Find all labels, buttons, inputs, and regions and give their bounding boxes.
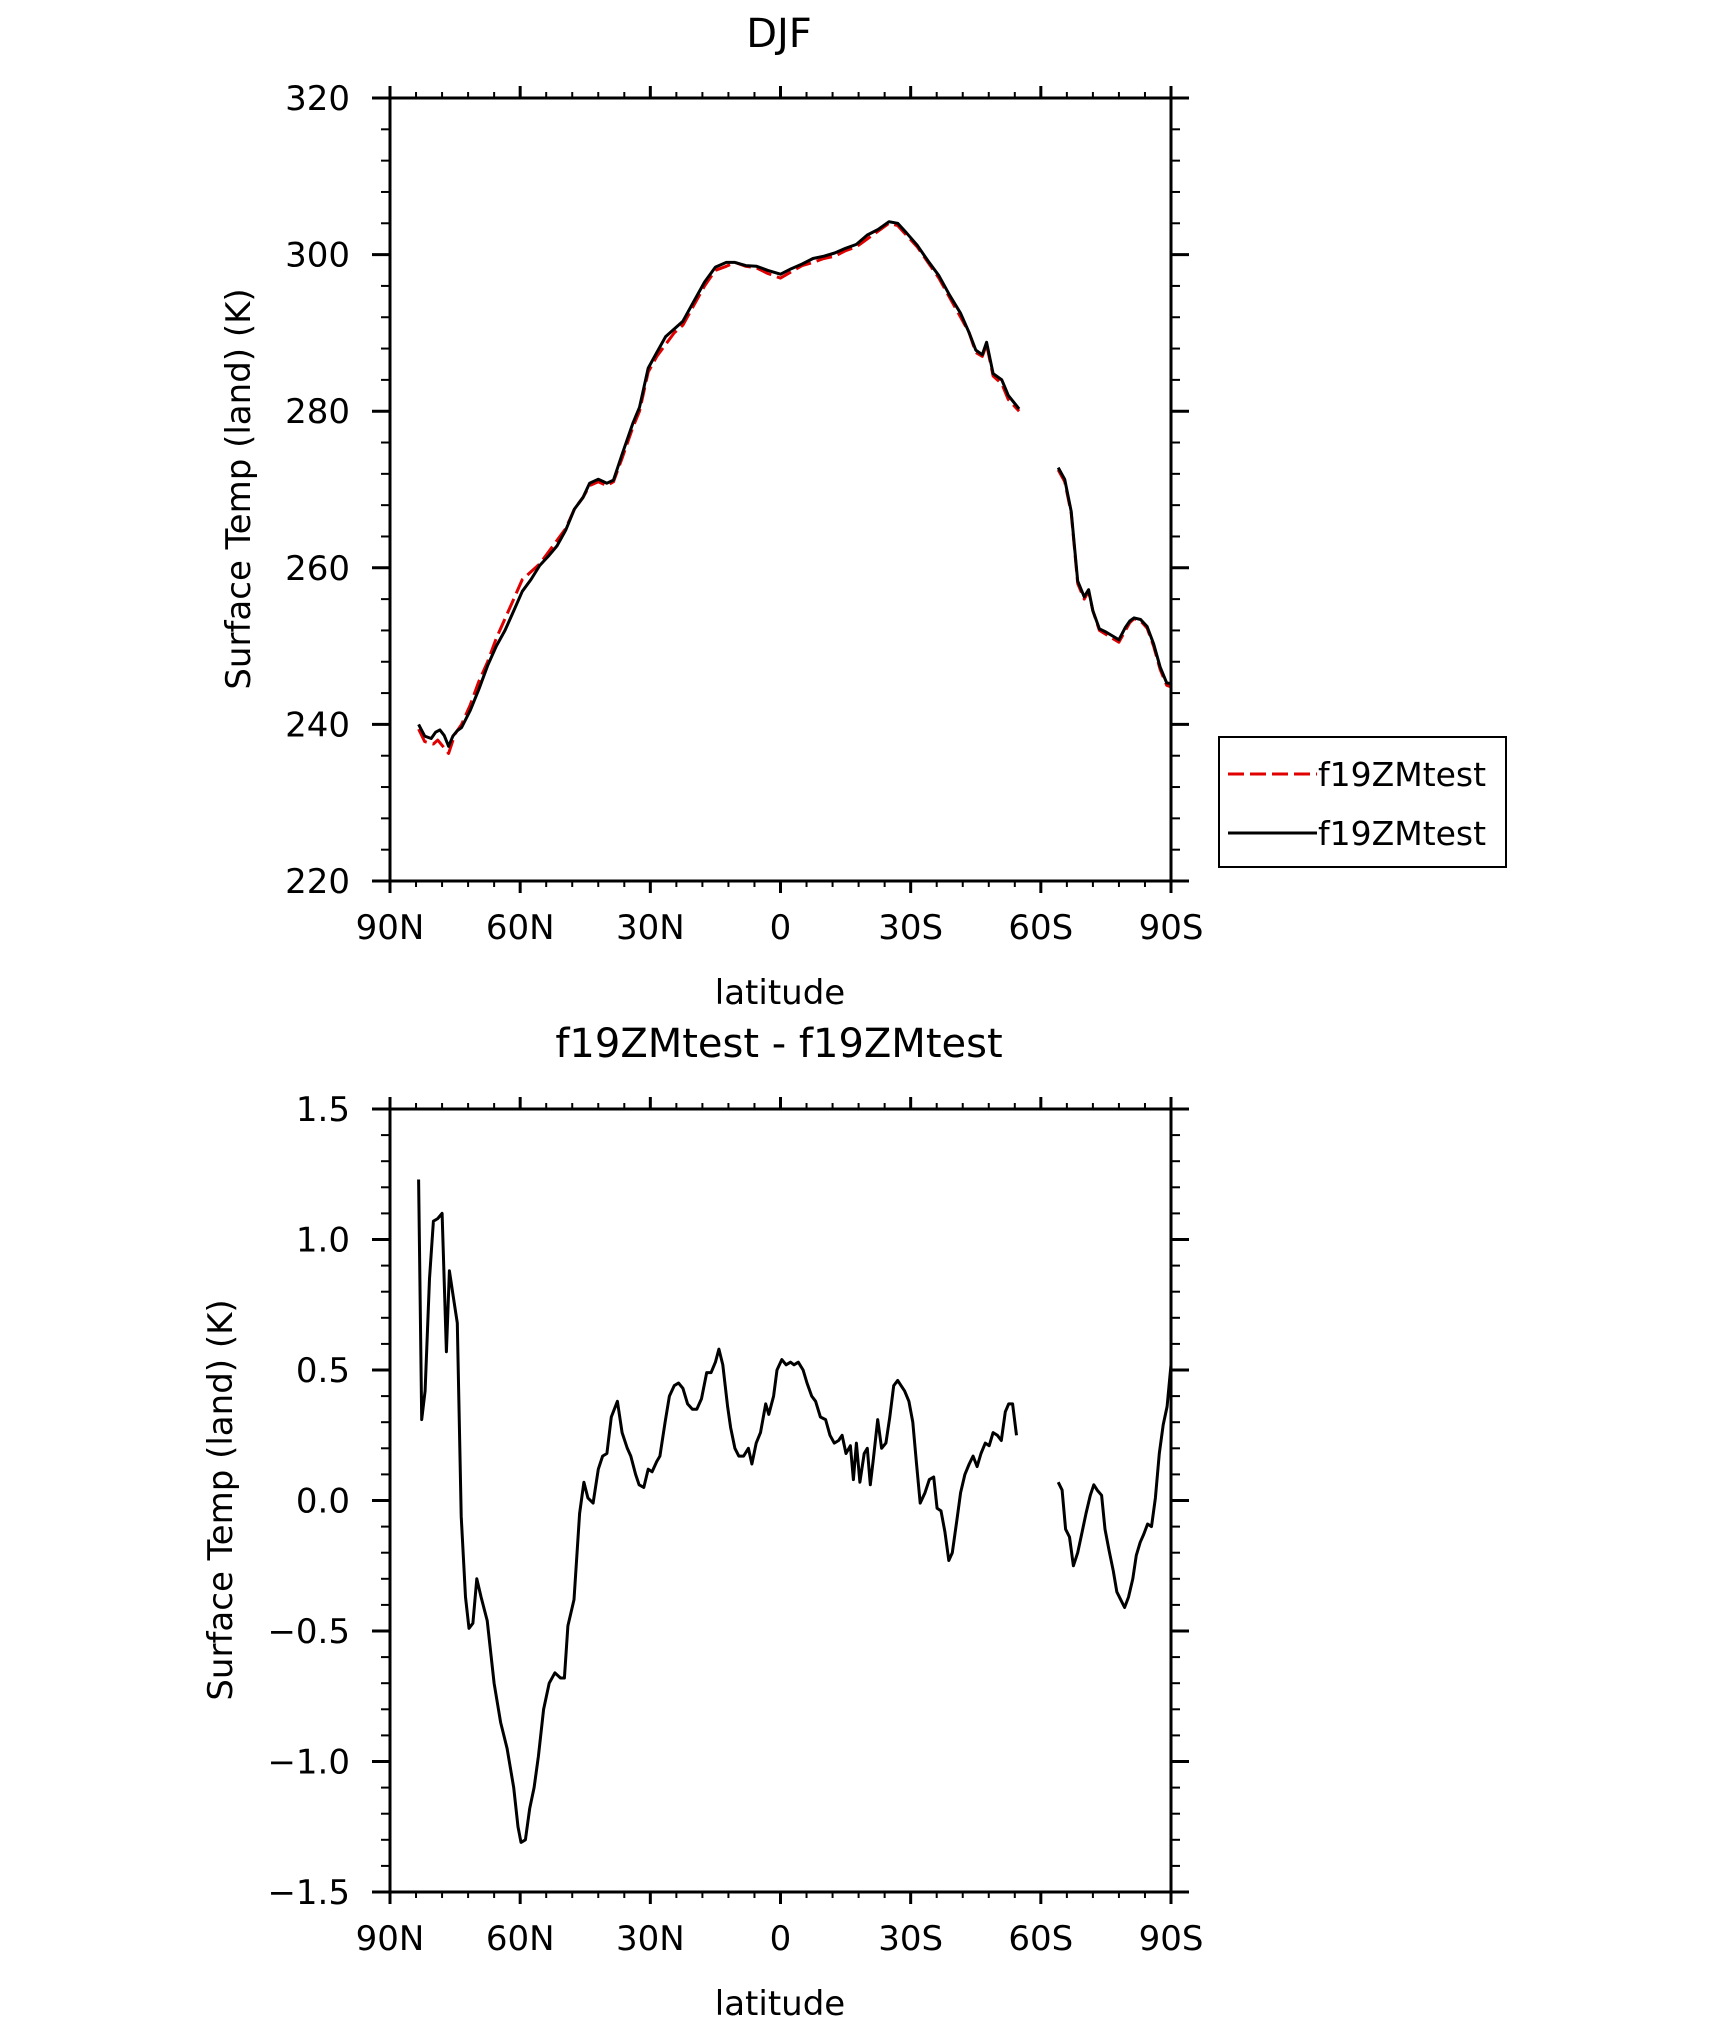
top-y-tick-label-3: 280 <box>285 392 350 432</box>
top-plot-frame <box>388 96 1173 883</box>
top-x-tick-label-3: 0 <box>770 908 792 948</box>
top-x-tick-label-1: 60N <box>486 908 555 948</box>
bottom-y-tick-label-2: −0.5 <box>267 1612 350 1652</box>
bottom-x-tick-label-2: 30N <box>616 1919 685 1959</box>
bottom-ticks-group: 90N 60N 30N 0 30S 60S 90S −1.5 −1.0 −0.5 0.0 0.5 1.0… <box>267 1090 1203 1959</box>
legend-box <box>1218 736 1507 868</box>
bottom-y-tick-label-3: 0.0 <box>296 1482 350 1522</box>
top-x-axis-label: latitude <box>715 973 845 1013</box>
top-y-axis-label: Surface Temp (land) (K) <box>219 288 259 689</box>
bottom-y-tick-label-0: −1.5 <box>267 1873 350 1913</box>
top-y-tick-label-5: 320 <box>285 79 350 119</box>
bottom-y-tick-label-1: −1.0 <box>267 1743 350 1783</box>
bottom-x-tick-label-0: 90N <box>356 1919 425 1959</box>
bottom-y-tick-label-4: 0.5 <box>296 1351 350 1391</box>
top-y-tick-label-0: 220 <box>285 862 350 902</box>
top-series-1-segment-1 <box>417 221 1021 755</box>
bottom-series-1-segment-1 <box>417 1179 1018 1844</box>
top-panel: DJF 90N 60N 30N 0 30S 60S 90S 220 240 260 280 300 32… <box>219 11 1507 1013</box>
top-y-tick-label-1: 240 <box>285 705 350 745</box>
top-x-tick-label-4: 30S <box>878 908 943 948</box>
bottom-x-tick-label-1: 60N <box>486 1919 555 1959</box>
top-chart-title: DJF <box>746 11 812 57</box>
top-ticks-group: 90N 60N 30N 0 30S 60S 90S 220 240 260 280 300 320 <box>285 79 1203 948</box>
legend: f19ZMtest f19ZMtest <box>1218 736 1507 868</box>
top-x-tick-label-2: 30N <box>616 908 685 948</box>
bottom-y-tick-label-6: 1.5 <box>296 1090 350 1130</box>
bottom-series-1-segment-2 <box>1056 1364 1173 1609</box>
top-y-tick-label-2: 260 <box>285 549 350 589</box>
top-series-2-segment-1 <box>417 220 1021 748</box>
bottom-chart-title: f19ZMtest - f19ZMtest <box>555 1021 1002 1067</box>
bottom-y-tick-label-5: 1.0 <box>296 1221 350 1261</box>
legend-label-2: f19ZMtest <box>1318 814 1486 853</box>
top-x-tick-label-0: 90N <box>356 908 425 948</box>
bottom-x-tick-label-5: 60S <box>1008 1919 1073 1959</box>
top-series-2-segment-2 <box>1056 466 1172 686</box>
top-series-group <box>417 220 1172 755</box>
top-x-tick-label-5: 60S <box>1008 908 1073 948</box>
bottom-series-group <box>417 1179 1173 1844</box>
bottom-x-tick-label-4: 30S <box>878 1919 943 1959</box>
bottom-panel: f19ZMtest - f19ZMtest 90N 60N 30N 0 30S 60S 90… <box>201 1021 1203 2021</box>
bottom-x-tick-label-6: 90S <box>1139 1919 1204 1959</box>
bottom-x-axis-label: latitude <box>715 1984 845 2021</box>
top-x-tick-label-6: 90S <box>1139 908 1204 948</box>
bottom-plot-frame <box>388 1107 1173 1894</box>
top-series-1-segment-2 <box>1056 469 1172 689</box>
legend-label-1: f19ZMtest <box>1318 755 1486 794</box>
top-y-tick-label-4: 300 <box>285 236 350 276</box>
bottom-x-tick-label-3: 0 <box>770 1919 792 1959</box>
bottom-y-axis-label: Surface Temp (land) (K) <box>201 1299 241 1700</box>
